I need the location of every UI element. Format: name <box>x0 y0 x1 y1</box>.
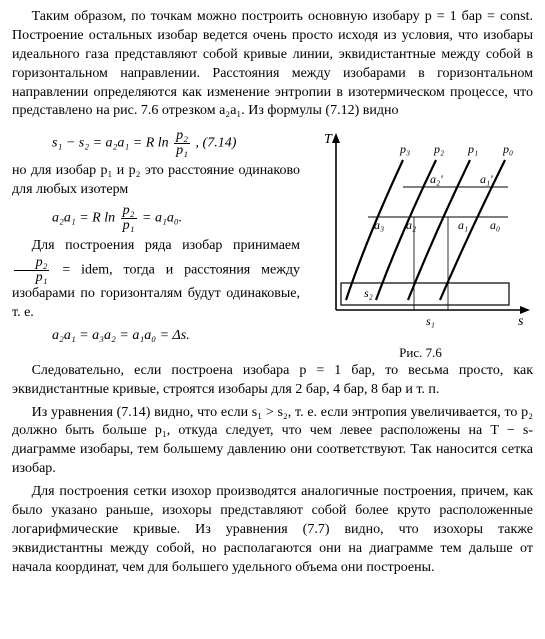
paragraph-1: Таким образом, по точкам можно построить… <box>12 8 533 121</box>
label-s2: s₂ <box>364 286 373 300</box>
label-a0: a₀ <box>490 218 500 232</box>
paragraph-3: Для построения ряда изобар принимаем p₂ … <box>12 237 300 323</box>
label-p3: p₃ <box>399 142 410 156</box>
label-p1: p₁ <box>467 142 478 156</box>
para3a: Для построения ряда изобар принимаем <box>32 238 300 253</box>
eq1-frac: p₂ p₁ <box>172 129 192 158</box>
eq1-left: s₁ − s₂ = a₂a₁ = R ln <box>52 136 169 151</box>
left-column: s₁ − s₂ = a₂a₁ = R ln p₂ p₁ , (7.14) но … <box>12 125 300 349</box>
para3b: = idem, тогда и расстояния между изобара… <box>12 263 300 320</box>
figure-caption: Рис. 7.6 <box>308 344 533 362</box>
paragraph-2: но для изобар p₁ и p₂ это расстояние оди… <box>12 162 300 200</box>
label-p0: p₀ <box>502 142 513 156</box>
label-a2p: a₂′ <box>430 172 443 186</box>
axis-s-label: s <box>518 314 524 329</box>
eq1-frac-den: p₁ <box>174 143 190 158</box>
paragraph-5: Из уравнения (7.14) видно, что если s₁ >… <box>12 404 533 480</box>
equation-2: a₂a₁ = R ln p₂ p₁ = a₁a₀. <box>52 204 300 233</box>
para3-frac-num: p₂ <box>14 256 49 270</box>
equation-3: a₂a₁ = a₃a₂ = a₁a₀ = Δs. <box>52 327 300 346</box>
eq2-frac: p₂ p₁ <box>119 204 139 233</box>
eq1-frac-num: p₂ <box>174 129 190 143</box>
right-column: s₂ s₁ a₃ a₂ a₁ a₀ a₂′ a₁′ p₃ p₂ p₁ p₀ T … <box>308 125 533 361</box>
figure-7-6: s₂ s₁ a₃ a₂ a₁ a₀ a₂′ a₁′ p₃ p₂ p₁ p₀ T … <box>308 125 533 335</box>
para3-frac-den: p₁ <box>14 270 49 285</box>
page-root: Таким образом, по точкам можно построить… <box>0 0 545 639</box>
eq2-frac-num: p₂ <box>121 204 137 218</box>
label-a1: a₁ <box>458 218 468 232</box>
axis-T-label: T <box>324 132 333 147</box>
label-a3: a₃ <box>374 218 384 232</box>
eq1-right: , (7.14) <box>196 136 237 151</box>
paragraph-6: Для построения сетки изохор производятся… <box>12 483 533 577</box>
equation-figure-row: s₁ − s₂ = a₂a₁ = R ln p₂ p₁ , (7.14) но … <box>12 125 533 361</box>
eq2-frac-den: p₁ <box>121 218 137 233</box>
eq2-right: = a₁a₀. <box>142 211 182 226</box>
para3-frac: p₂ p₁ <box>12 256 51 285</box>
label-a2: a₂ <box>406 218 416 232</box>
eq2-left: a₂a₁ = R ln <box>52 211 119 226</box>
paragraph-4: Следовательно, если построена изобара p … <box>12 362 533 400</box>
label-p2: p₂ <box>433 142 444 156</box>
label-s1: s₁ <box>426 314 435 328</box>
equation-7-14: s₁ − s₂ = a₂a₁ = R ln p₂ p₁ , (7.14) <box>52 129 300 158</box>
label-a1p: a₁′ <box>480 172 493 186</box>
